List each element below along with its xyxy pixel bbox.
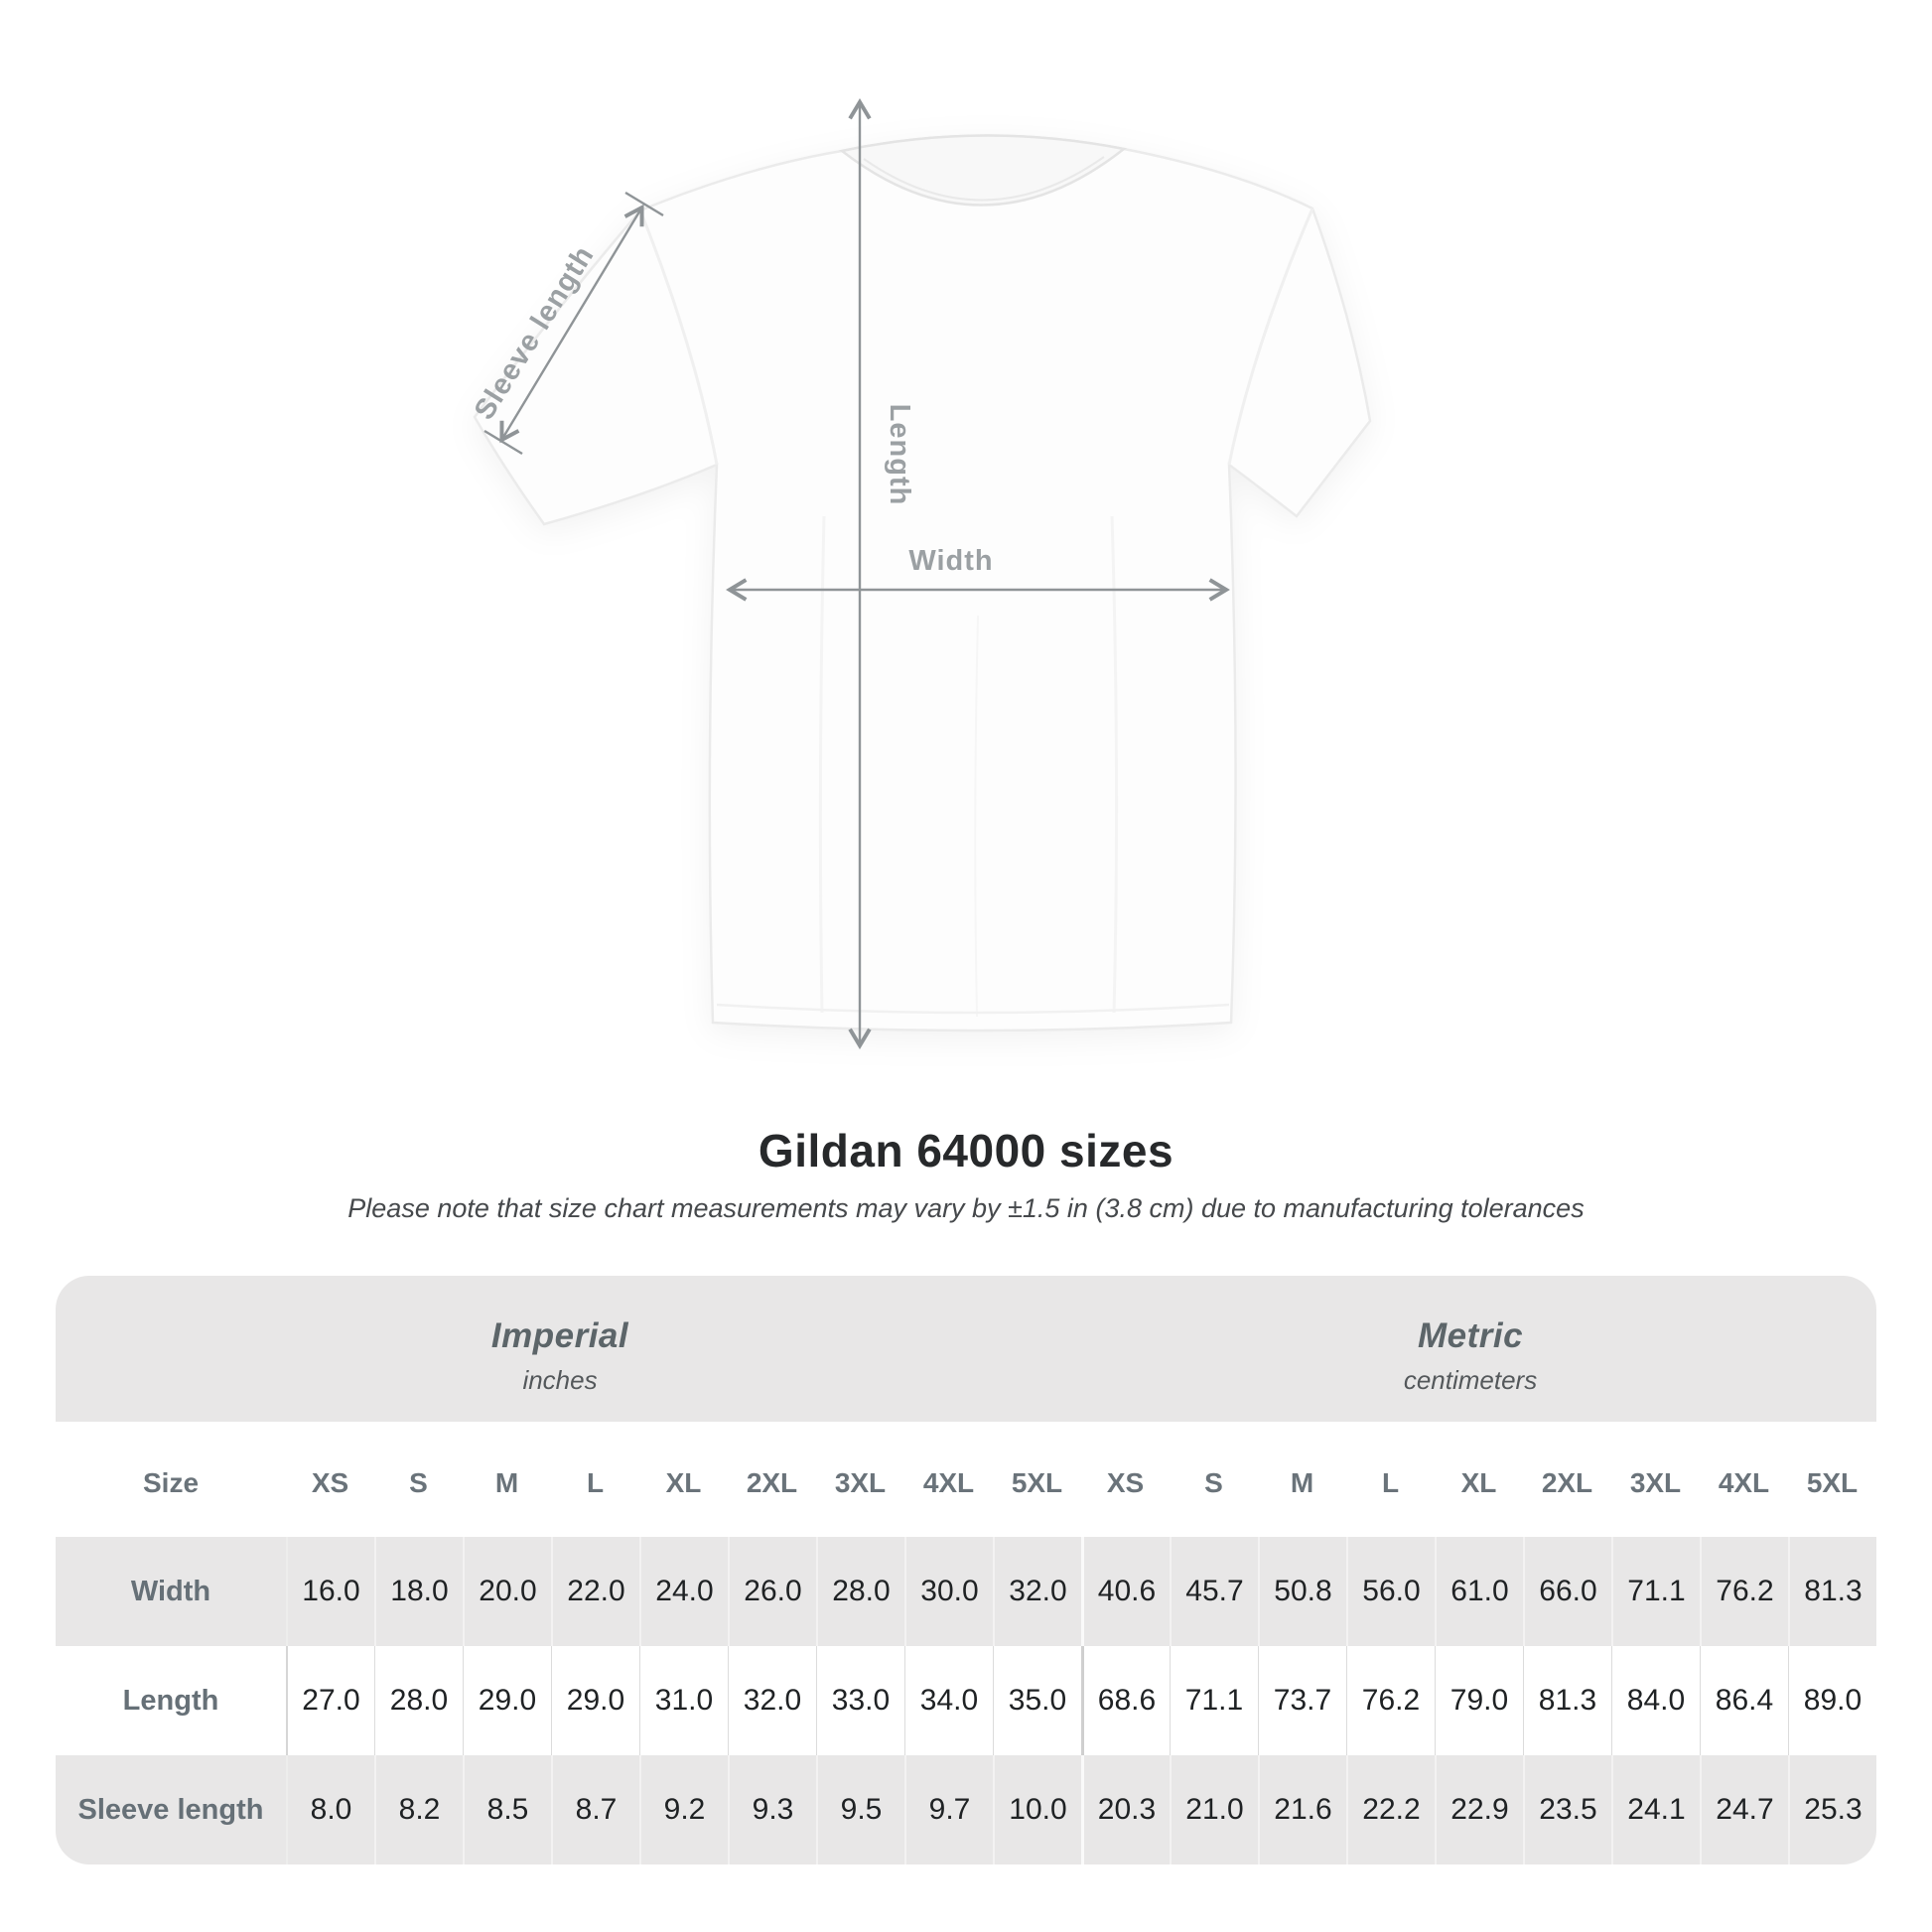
column-header-imperial-3xl: 3XL <box>816 1430 904 1537</box>
value-cell: 30.0 <box>904 1537 993 1646</box>
value-cell: 66.0 <box>1523 1537 1611 1646</box>
value-cell: 20.0 <box>463 1537 551 1646</box>
tshirt-diagram: Sleeve length Length Width <box>469 98 1372 1049</box>
value-cell: 76.2 <box>1700 1537 1788 1646</box>
value-cell: 50.8 <box>1258 1537 1346 1646</box>
value-cell: 9.7 <box>904 1755 993 1864</box>
column-header-metric-4xl: 4XL <box>1700 1430 1788 1537</box>
value-cell: 8.7 <box>551 1755 639 1864</box>
value-cell: 81.3 <box>1523 1646 1611 1755</box>
column-header-metric-2xl: 2XL <box>1523 1430 1611 1537</box>
column-header-metric-s: S <box>1170 1430 1258 1537</box>
value-cell: 40.6 <box>1081 1537 1170 1646</box>
row-label: Sleeve length <box>56 1755 286 1864</box>
value-cell: 45.7 <box>1170 1537 1258 1646</box>
value-cell: 8.5 <box>463 1755 551 1864</box>
column-header-imperial-s: S <box>374 1430 463 1537</box>
value-cell: 79.0 <box>1435 1646 1523 1755</box>
value-cell: 33.0 <box>816 1646 904 1755</box>
value-cell: 24.1 <box>1611 1755 1700 1864</box>
row-label: Length <box>56 1646 286 1755</box>
width-label: Width <box>908 545 993 577</box>
value-cell: 73.7 <box>1258 1646 1346 1755</box>
value-cell: 25.3 <box>1788 1755 1876 1864</box>
value-cell: 24.0 <box>639 1537 728 1646</box>
unit-header-band: Imperial inches Metric centimeters <box>56 1276 1876 1422</box>
column-header-metric-m: M <box>1258 1430 1346 1537</box>
value-cell: 31.0 <box>639 1646 728 1755</box>
value-cell: 28.0 <box>374 1646 463 1755</box>
imperial-unit: inches <box>522 1364 598 1395</box>
measurement-annotations <box>483 98 1230 1049</box>
metric-title: Metric <box>1417 1315 1524 1355</box>
value-cell: 16.0 <box>286 1537 374 1646</box>
column-header-imperial-m: M <box>463 1430 551 1537</box>
column-header-metric-l: L <box>1346 1430 1435 1537</box>
value-cell: 26.0 <box>728 1537 816 1646</box>
value-cell: 34.0 <box>904 1646 993 1755</box>
value-cell: 22.0 <box>551 1537 639 1646</box>
column-header-metric-3xl: 3XL <box>1611 1430 1700 1537</box>
value-cell: 20.3 <box>1081 1755 1170 1864</box>
value-cell: 86.4 <box>1700 1646 1788 1755</box>
table-row-length: Length 27.0 28.0 29.0 29.0 31.0 32.0 33.0 34.0 35… <box>56 1646 1876 1755</box>
value-cell: 27.0 <box>286 1646 374 1755</box>
size-table: Size XS S M L XL 2XL 3XL 4XL 5XL XS S M L XL 2XL 3XL 4XL 5… <box>56 1430 1876 1864</box>
value-cell: 32.0 <box>993 1537 1081 1646</box>
row-label: Width <box>56 1537 286 1646</box>
value-cell: 10.0 <box>993 1755 1081 1864</box>
sleeve-arrow <box>499 204 644 444</box>
collar <box>839 134 1127 207</box>
table-row-width: Width 16.0 18.0 20.0 22.0 24.0 26.0 28.0 30.0 32.… <box>56 1537 1876 1646</box>
value-cell: 81.3 <box>1788 1537 1876 1646</box>
value-cell: 8.2 <box>374 1755 463 1864</box>
value-cell: 22.9 <box>1435 1755 1523 1864</box>
value-cell: 21.0 <box>1170 1755 1258 1864</box>
tshirt-image <box>473 134 1372 1033</box>
table-row-sleeve-length: Sleeve length 8.0 8.2 8.5 8.7 9.2 9.3 9.5 9.7 10.… <box>56 1755 1876 1864</box>
column-header-imperial-xs: XS <box>286 1430 374 1537</box>
length-label: Length <box>884 404 915 506</box>
imperial-title: Imperial <box>490 1315 629 1355</box>
tolerance-note: Please note that size chart measurements… <box>347 1193 1585 1223</box>
value-cell: 28.0 <box>816 1537 904 1646</box>
column-header-imperial-4xl: 4XL <box>904 1430 993 1537</box>
value-cell: 9.2 <box>639 1755 728 1864</box>
value-cell: 18.0 <box>374 1537 463 1646</box>
value-cell: 68.6 <box>1081 1646 1170 1755</box>
value-cell: 23.5 <box>1523 1755 1611 1864</box>
value-cell: 9.3 <box>728 1755 816 1864</box>
page-title: Gildan 64000 sizes <box>758 1125 1174 1176</box>
value-cell: 29.0 <box>463 1646 551 1755</box>
value-cell: 61.0 <box>1435 1537 1523 1646</box>
metric-unit: centimeters <box>1403 1364 1538 1395</box>
value-cell: 32.0 <box>728 1646 816 1755</box>
column-header-imperial-2xl: 2XL <box>728 1430 816 1537</box>
column-header-metric-xs: XS <box>1081 1430 1170 1537</box>
column-header-imperial-xl: XL <box>639 1430 728 1537</box>
size-column-label: Size <box>56 1430 286 1537</box>
value-cell: 22.2 <box>1346 1755 1435 1864</box>
size-chart-table-area: Imperial inches Metric centimeters Size X… <box>56 1276 1876 1864</box>
value-cell: 35.0 <box>993 1646 1081 1755</box>
value-cell: 84.0 <box>1611 1646 1700 1755</box>
value-cell: 24.7 <box>1700 1755 1788 1864</box>
column-header-imperial-5xl: 5XL <box>993 1430 1081 1537</box>
value-cell: 71.1 <box>1170 1646 1258 1755</box>
column-header-metric-5xl: 5XL <box>1788 1430 1876 1537</box>
value-cell: 56.0 <box>1346 1537 1435 1646</box>
metric-header: Metric centimeters <box>1064 1276 1876 1422</box>
column-header-imperial-l: L <box>551 1430 639 1537</box>
imperial-header: Imperial inches <box>56 1276 1064 1422</box>
value-cell: 76.2 <box>1346 1646 1435 1755</box>
value-cell: 9.5 <box>816 1755 904 1864</box>
value-cell: 21.6 <box>1258 1755 1346 1864</box>
value-cell: 89.0 <box>1788 1646 1876 1755</box>
value-cell: 29.0 <box>551 1646 639 1755</box>
size-header-row: Size XS S M L XL 2XL 3XL 4XL 5XL XS S M L XL 2XL 3XL 4XL 5… <box>56 1430 1876 1537</box>
column-header-metric-xl: XL <box>1435 1430 1523 1537</box>
value-cell: 8.0 <box>286 1755 374 1864</box>
value-cell: 71.1 <box>1611 1537 1700 1646</box>
